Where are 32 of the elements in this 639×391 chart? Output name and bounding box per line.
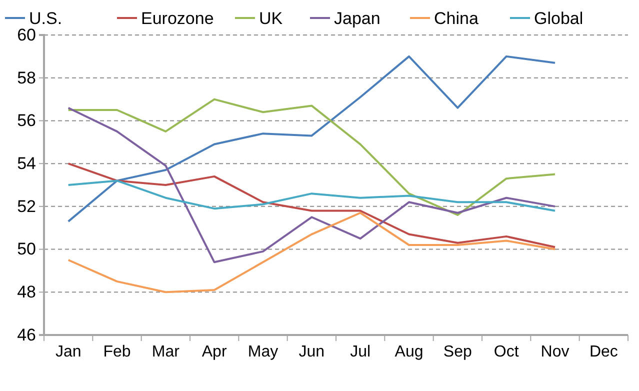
y-tick-label: 54 bbox=[17, 154, 36, 174]
x-tick-label: May bbox=[248, 343, 278, 360]
line-series bbox=[67, 180, 556, 212]
legend-label: Eurozone bbox=[141, 9, 214, 28]
x-tick-label: Jun bbox=[298, 343, 325, 360]
x-tick-label: Feb bbox=[103, 343, 131, 360]
y-tick-label: 52 bbox=[17, 196, 36, 216]
x-tick-label: Jan bbox=[55, 343, 82, 360]
legend-label: UK bbox=[259, 9, 284, 28]
line-series bbox=[67, 162, 556, 248]
legend-label: Japan bbox=[334, 9, 380, 28]
x-tick-label: Dec bbox=[589, 343, 618, 360]
x-tick-label: Aug bbox=[394, 343, 424, 360]
x-tick-label: Jul bbox=[350, 343, 371, 360]
x-tick-label: Oct bbox=[494, 343, 520, 360]
line-series bbox=[67, 98, 556, 216]
y-tick-label: 60 bbox=[17, 25, 36, 44]
y-tick-label: 46 bbox=[17, 325, 36, 344]
line-series bbox=[67, 55, 556, 222]
legend-label: China bbox=[434, 9, 479, 28]
line-series bbox=[67, 212, 556, 294]
line-series bbox=[67, 106, 556, 264]
y-tick-label: 56 bbox=[17, 111, 36, 130]
y-tick-label: 48 bbox=[17, 282, 36, 302]
y-tick-label: 50 bbox=[17, 240, 36, 259]
x-tick-label: Apr bbox=[202, 343, 228, 360]
legend-label: Global bbox=[534, 9, 584, 28]
x-tick-label: Mar bbox=[152, 343, 180, 360]
x-tick-label: Sep bbox=[443, 343, 472, 360]
legend-label: U.S. bbox=[29, 9, 62, 28]
y-tick-label: 58 bbox=[17, 68, 36, 88]
x-tick-label: Nov bbox=[540, 343, 570, 360]
